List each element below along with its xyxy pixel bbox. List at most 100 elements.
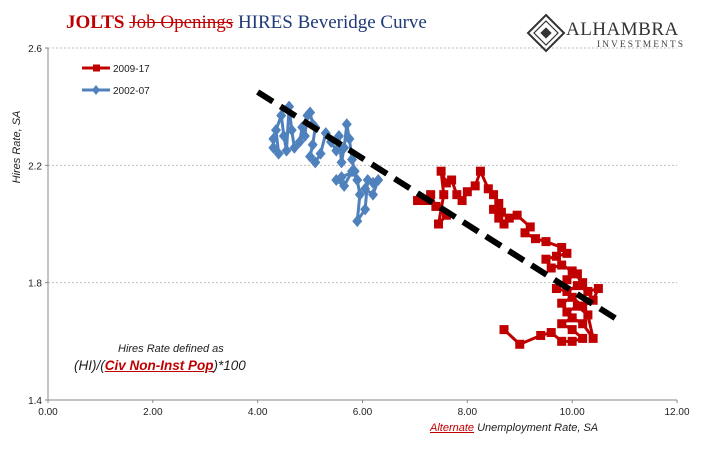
data-point [567,266,577,276]
x-tick-label: 8.00 [458,407,478,418]
x-tick-label: 10.00 [560,407,585,418]
data-point [367,188,378,201]
data-point [294,135,305,148]
legend-label: 2002-07 [113,86,150,97]
trendline [256,89,621,324]
data-point [268,141,279,154]
x-tick-label: 4.00 [248,407,268,418]
x-tick-label: 12.00 [664,407,689,418]
data-point [588,333,598,343]
y-tick-label: 1.8 [28,279,42,290]
data-point [307,138,318,151]
axes [45,47,678,403]
y-axis-label: Hires Rate, SA [11,110,23,184]
data-point [494,213,504,223]
data-point [305,106,316,119]
data-point [273,147,284,160]
data-point [447,175,457,185]
legend-marker [93,64,100,72]
data-point [431,201,441,211]
data-point [572,269,582,279]
data-point [331,174,342,186]
x-tick-label: 6.00 [353,407,373,418]
data-point [305,150,316,163]
data-point [286,124,297,137]
data-point [557,336,567,346]
data-point [339,179,350,192]
data-point [489,190,499,200]
data-point [341,118,352,131]
data-point [515,339,525,349]
x-axis-label-prefix: Alternate [430,422,475,434]
data-point [567,325,577,335]
data-point [413,196,423,206]
data-point [352,215,363,228]
x-axis-label-text: Unemployment Rate, SA [477,422,599,434]
data-point [578,278,588,288]
data-point [546,263,556,273]
data-point [494,198,504,208]
data-point [557,260,567,270]
data-point [578,301,588,311]
alhambra-logo-mark [526,13,566,53]
data-point [541,254,551,264]
logo-name: ALHAMBRA [566,19,679,40]
data-point [499,219,509,229]
gridlines [48,47,677,284]
annotation-post: )*100 [213,358,246,373]
data-point [441,178,451,188]
data-point [551,251,561,261]
data-point [578,333,588,343]
x-tick-label: 2.00 [143,407,163,418]
data-point [593,284,603,294]
logo-diamond-outer [526,13,566,53]
data-point [352,174,363,186]
data-point [520,228,530,238]
trendline-line [256,89,621,324]
y-tick-label: 2.2 [28,161,42,172]
data-point [562,286,572,296]
data-point [499,325,509,335]
data-point [557,319,567,329]
data-point [557,242,567,252]
data-point [572,281,582,291]
x-tick-labels: 0.00 2.00 4.00 6.00 8.00 10.00 12.00 [38,407,690,418]
data-point [360,182,371,195]
logo-sub: INVESTMENTS [597,40,685,50]
data-point [541,237,551,247]
logo-diamond-core [540,27,552,39]
data-point [504,213,514,223]
data-point [354,188,365,201]
annotation-red: Civ Non-Inst Pop [104,358,214,373]
title-jolts: JOLTS [66,12,125,33]
data-point [436,166,446,176]
data-point [457,196,467,206]
annotation-line1: Hires Rate defined as [118,343,224,355]
title-hires-beveridge: HIRES Beveridge Curve [237,12,427,33]
data-point [562,307,572,317]
data-point [536,330,546,340]
data-point [496,207,506,217]
data-point [557,298,567,308]
data-point [578,319,588,329]
y-tick-labels: 1.4 1.8 2.2 2.6 [28,44,42,407]
data-point [567,313,577,323]
data-point [271,124,282,137]
data-point [562,275,572,285]
data-point [347,165,358,178]
annotation-pre: (HI)/( [74,358,105,373]
series-line [271,105,380,223]
title-job-openings: Job Openings [129,12,234,33]
data-point [315,147,326,160]
legend-marker [92,85,100,95]
series-2009-17 [413,166,603,349]
data-point [426,190,436,200]
data-point [278,130,289,142]
y-tick-label: 1.4 [28,396,42,407]
x-axis-label: Alternate Unemployment Rate, SA [430,422,598,434]
data-point [344,132,355,145]
data-point [289,141,300,154]
data-point [276,109,287,122]
data-point [546,328,556,338]
data-point [562,248,572,258]
